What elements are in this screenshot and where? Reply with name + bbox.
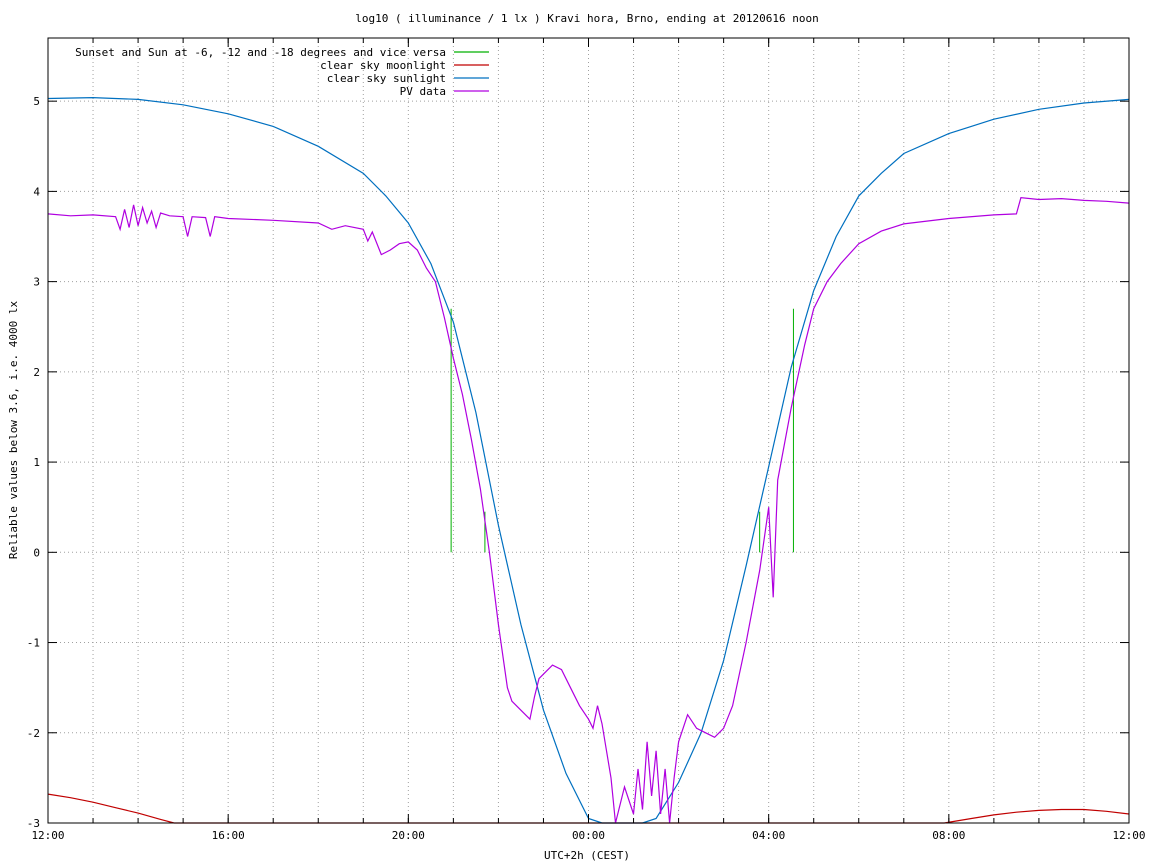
x-tick-label: 16:00	[212, 829, 245, 842]
x-tick-label: 08:00	[932, 829, 965, 842]
y-axis-ticks: 5 4 3 2 1 0 -1 -2 -3	[27, 95, 1129, 830]
x-tick-label: 12:00	[31, 829, 64, 842]
x-axis-label: UTC+2h (CEST)	[544, 849, 630, 862]
grid-lines	[48, 38, 1129, 823]
legend: Sunset and Sun at -6, -12 and -18 degree…	[75, 46, 489, 98]
series-3	[47, 197, 1130, 824]
series-0	[450, 308, 794, 553]
x-axis-ticks: 12:00 16:00 20:00 00:00 04:00 08:00 12:00	[31, 38, 1146, 842]
y-tick-label: -2	[27, 727, 40, 740]
y-tick-label: -3	[27, 817, 40, 830]
y-tick-label: 0	[33, 546, 40, 559]
legend-label: clear sky sunlight	[327, 72, 446, 85]
legend-label: clear sky moonlight	[320, 59, 446, 72]
y-tick-label: -1	[27, 637, 40, 650]
legend-label: Sunset and Sun at -6, -12 and -18 degree…	[75, 46, 446, 59]
series-1	[47, 793, 1130, 824]
legend-label: PV data	[400, 85, 446, 98]
y-tick-label: 3	[33, 276, 40, 289]
y-tick-label: 1	[33, 456, 40, 469]
x-tick-label: 12:00	[1112, 829, 1145, 842]
x-tick-label: 20:00	[392, 829, 425, 842]
y-tick-label: 4	[33, 185, 40, 198]
x-tick-label: 04:00	[752, 829, 785, 842]
series-line	[47, 793, 1130, 824]
series-line	[47, 197, 1130, 824]
x-tick-label: 00:00	[572, 829, 605, 842]
chart-title: log10 ( illuminance / 1 lx ) Kravi hora,…	[355, 12, 819, 25]
y-tick-label: 2	[33, 366, 40, 379]
y-axis-label: Reliable values below 3.6, i.e. 4000 lx	[7, 300, 20, 559]
y-tick-label: 5	[33, 95, 40, 108]
